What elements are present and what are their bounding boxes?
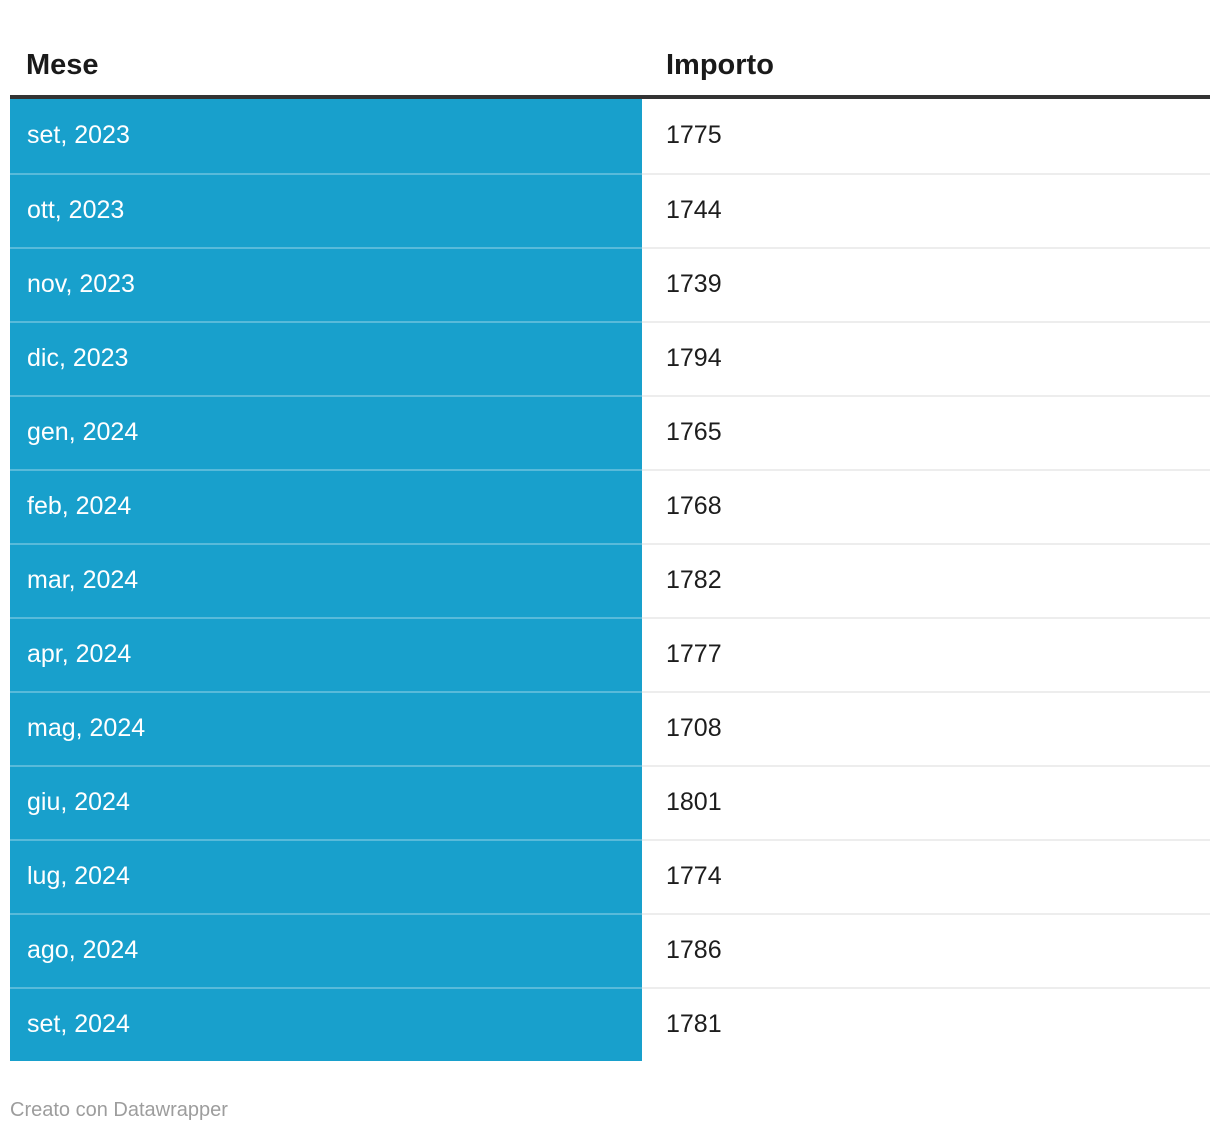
table-row: feb, 2024 1768: [10, 469, 1210, 543]
cell-value: 1739: [642, 247, 1210, 321]
cell-month: set, 2024: [10, 987, 642, 1061]
cell-month: feb, 2024: [10, 469, 642, 543]
column-header-importo: Importo: [642, 0, 1210, 99]
cell-value: 1782: [642, 543, 1210, 617]
cell-value: 1768: [642, 469, 1210, 543]
cell-month: lug, 2024: [10, 839, 642, 913]
header-row: Mese Importo: [10, 0, 1210, 99]
table-row: dic, 2023 1794: [10, 321, 1210, 395]
table-row: lug, 2024 1774: [10, 839, 1210, 913]
cell-month: apr, 2024: [10, 617, 642, 691]
cell-month: mar, 2024: [10, 543, 642, 617]
table-body: set, 2023 1775 ott, 2023 1744 nov, 2023 …: [10, 99, 1210, 1061]
data-table: Mese Importo set, 2023 1775 ott, 2023 17…: [10, 0, 1210, 1061]
cell-month: gen, 2024: [10, 395, 642, 469]
cell-value: 1794: [642, 321, 1210, 395]
cell-value: 1781: [642, 987, 1210, 1061]
table-row: ott, 2023 1744: [10, 173, 1210, 247]
table-row: set, 2023 1775: [10, 99, 1210, 173]
cell-month: dic, 2023: [10, 321, 642, 395]
table-row: mar, 2024 1782: [10, 543, 1210, 617]
cell-value: 1775: [642, 99, 1210, 173]
table-row: apr, 2024 1777: [10, 617, 1210, 691]
cell-value: 1744: [642, 173, 1210, 247]
cell-value: 1777: [642, 617, 1210, 691]
table-row: nov, 2023 1739: [10, 247, 1210, 321]
cell-value: 1774: [642, 839, 1210, 913]
table-row: giu, 2024 1801: [10, 765, 1210, 839]
table-row: set, 2024 1781: [10, 987, 1210, 1061]
cell-month: ago, 2024: [10, 913, 642, 987]
cell-month: mag, 2024: [10, 691, 642, 765]
cell-value: 1708: [642, 691, 1210, 765]
table-row: gen, 2024 1765: [10, 395, 1210, 469]
cell-value: 1801: [642, 765, 1210, 839]
datawrapper-attribution-link[interactable]: Creato con Datawrapper: [10, 1099, 228, 1121]
column-header-mese: Mese: [10, 0, 642, 99]
cell-value: 1765: [642, 395, 1210, 469]
cell-month: ott, 2023: [10, 173, 642, 247]
table-row: ago, 2024 1786: [10, 913, 1210, 987]
cell-month: set, 2023: [10, 99, 642, 173]
table-header: Mese Importo: [10, 0, 1210, 99]
cell-month: giu, 2024: [10, 765, 642, 839]
cell-month: nov, 2023: [10, 247, 642, 321]
cell-value: 1786: [642, 913, 1210, 987]
table-row: mag, 2024 1708: [10, 691, 1210, 765]
